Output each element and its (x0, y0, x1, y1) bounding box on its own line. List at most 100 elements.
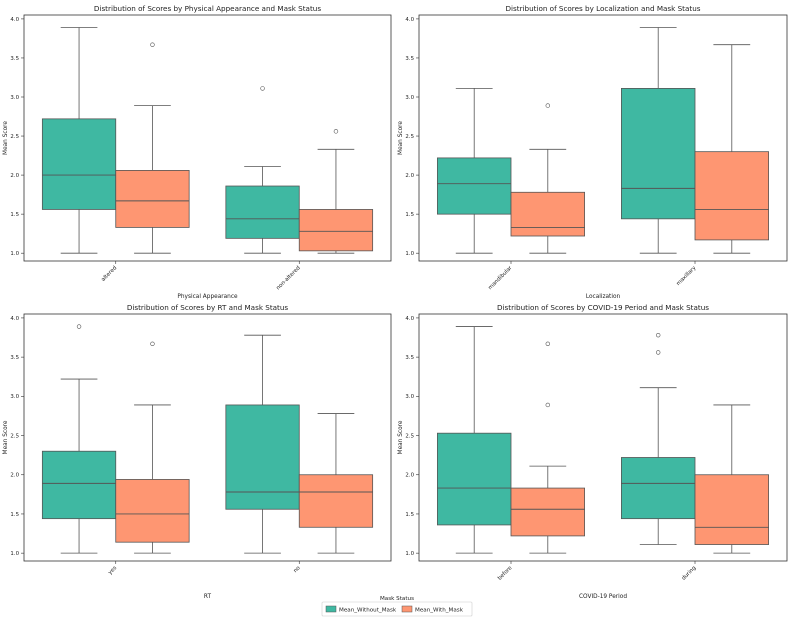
outlier-point (545, 103, 550, 108)
y-tick-label: 3.0 (10, 95, 19, 101)
legend-label: Mean_Without_Mask (339, 607, 397, 613)
box-iqr (436, 432, 512, 526)
y-tick-label: 1.5 (10, 212, 19, 218)
y-tick-label: 1.0 (10, 551, 19, 557)
box-Mean_Without_Mask-maxillary (621, 27, 696, 254)
y-axis-label: Mean Score (3, 420, 9, 454)
chart-title: Distribution of Scores by Localization a… (505, 4, 700, 13)
y-tick-label: 2.0 (405, 173, 414, 179)
x-axis-label: COVID-19 Period (579, 594, 627, 600)
plot-frame (418, 14, 788, 262)
chart-panel-2: Distribution of Scores by Localization a… (398, 4, 788, 300)
box-Mean_With_Mask-altered (115, 42, 190, 254)
y-axis-label: Mean Score (398, 420, 404, 454)
y-tick-label: 2.0 (10, 473, 19, 479)
y-tick-label: 4.0 (405, 17, 414, 23)
y-axis-label: Mean Score (398, 121, 404, 155)
box-iqr (621, 88, 696, 220)
x-tick-label: maxillary (676, 265, 698, 287)
y-tick-label: 4.0 (405, 316, 414, 322)
box-Mean_Without_Mask-no (225, 334, 300, 554)
box-Mean_With_Mask-during (694, 404, 769, 554)
box-iqr (298, 209, 374, 252)
x-tick-label: no (293, 565, 302, 574)
legend-box (321, 601, 473, 617)
y-tick-label: 2.0 (405, 473, 414, 479)
x-axis-label: RT (204, 594, 212, 600)
box-iqr (621, 457, 696, 520)
y-tick-label: 3.0 (10, 394, 19, 400)
box-Mean_Without_Mask-during (621, 332, 696, 545)
box-Mean_With_Mask-mandibular (510, 103, 585, 254)
outlier-point (76, 324, 82, 329)
box-Mean_Without_Mask-yes (41, 324, 117, 554)
y-tick-label: 2.0 (10, 173, 19, 179)
box-iqr (510, 487, 585, 537)
y-tick-label: 2.5 (405, 433, 414, 439)
y-tick-label: 4.0 (10, 316, 19, 322)
chart-title: Distribution of Scores by Physical Appea… (94, 4, 321, 13)
plot-frame (418, 313, 788, 562)
y-tick-label: 1.0 (10, 251, 19, 257)
y-tick-label: 2.5 (405, 134, 414, 140)
box-iqr (41, 450, 117, 520)
outlier-point (545, 341, 550, 346)
outlier-point (655, 332, 661, 338)
y-tick-label: 3.5 (405, 355, 414, 361)
chart-panel-4: Distribution of Scores by COVID-19 Perio… (398, 303, 788, 600)
outlier-point (655, 350, 661, 355)
box-iqr (225, 185, 300, 239)
legend-swatch (401, 605, 413, 613)
box-iqr (694, 474, 769, 545)
x-axis-label: Localization (586, 294, 621, 300)
outlier-point (260, 86, 265, 91)
outlier-point (150, 341, 155, 346)
chart-title: Distribution of Scores by COVID-19 Perio… (497, 303, 709, 312)
x-tick-label: during (681, 565, 698, 582)
box-iqr (694, 151, 769, 241)
y-tick-label: 1.0 (405, 551, 414, 557)
box-Mean_With_Mask-no (298, 413, 374, 554)
outlier-point (545, 402, 550, 408)
box-iqr (41, 118, 117, 210)
legend-swatch (325, 605, 337, 613)
plot-frame (23, 313, 392, 562)
box-Mean_Without_Mask-non-altered (225, 86, 300, 254)
box-iqr (115, 170, 190, 228)
box-Mean_Without_Mask-before (436, 326, 512, 554)
box-Mean_Without_Mask-mandibular (436, 88, 512, 254)
x-tick-label: before (497, 565, 514, 582)
outlier-point (150, 42, 155, 47)
x-tick-label: mandibular (487, 265, 514, 292)
y-tick-label: 2.5 (10, 134, 19, 140)
box-iqr (115, 479, 190, 543)
chart-panel-1: Distribution of Scores by Physical Appea… (3, 4, 392, 300)
y-tick-label: 3.5 (10, 355, 19, 361)
box-iqr (225, 404, 300, 510)
y-axis-label: Mean Score (3, 121, 9, 155)
y-tick-label: 2.5 (10, 433, 19, 439)
y-tick-label: 3.5 (10, 56, 19, 62)
y-tick-label: 1.5 (405, 212, 414, 218)
box-Mean_With_Mask-non-altered (298, 129, 374, 254)
y-tick-label: 4.0 (10, 17, 19, 23)
box-iqr (298, 474, 374, 528)
y-tick-label: 1.5 (10, 512, 19, 518)
outlier-point (333, 129, 339, 134)
x-axis-label: Physical Appearance (177, 294, 238, 300)
legend-label: Mean_With_Mask (415, 607, 464, 613)
box-Mean_With_Mask-yes (115, 341, 190, 554)
box-Mean_Without_Mask-altered (41, 27, 117, 254)
legend-title: Mask Status (380, 596, 414, 602)
chart-title: Distribution of Scores by RT and Mask St… (127, 303, 289, 312)
box-iqr (510, 191, 585, 237)
x-tick-label: altered (100, 265, 118, 283)
y-tick-label: 3.5 (405, 56, 414, 62)
y-tick-label: 1.0 (405, 251, 414, 257)
x-tick-label: yes (107, 565, 118, 576)
box-iqr (436, 157, 512, 215)
legend: Mask Status Mean_Without_Mask Mean_With_Ma… (321, 596, 473, 617)
y-tick-label: 3.0 (405, 394, 414, 400)
y-tick-label: 3.0 (405, 95, 414, 101)
